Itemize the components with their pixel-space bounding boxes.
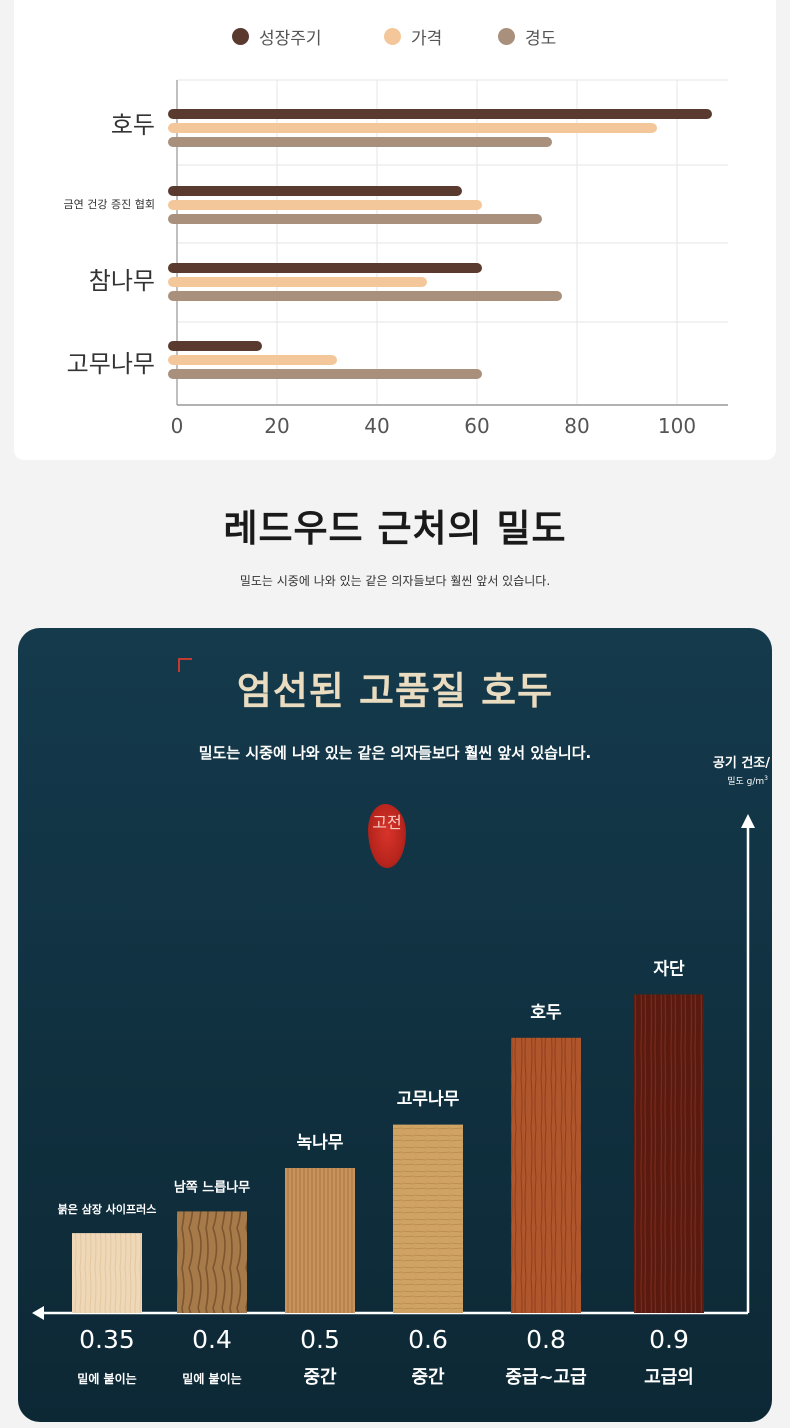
- axis-unit: 밀도 g/m3: [727, 774, 768, 787]
- x-tick-label: 20: [264, 414, 289, 438]
- bar-price: [168, 355, 337, 365]
- wood-name-label: 고무나무: [397, 1090, 460, 1110]
- axis-note: 공기 건조/: [712, 756, 770, 771]
- density-bar: [285, 1168, 355, 1313]
- legend-swatch-hardness: [498, 27, 515, 45]
- density-card-subtitle: 밀도는 시중에 나와 있는 같은 의자들보다 훨씬 앞서 있습니다.: [198, 744, 592, 762]
- wood-name-label: 호두: [530, 1003, 562, 1023]
- wood-name-label: 남쪽 느릅나무: [174, 1179, 250, 1195]
- grade-label: 밑에 붙이는: [182, 1371, 241, 1386]
- grade-label: 중급~고급: [505, 1367, 586, 1388]
- bar-hardness: [168, 291, 562, 301]
- density-bar: [177, 1211, 247, 1313]
- bar-hardness: [168, 214, 542, 224]
- legend-swatch-growth: [232, 27, 249, 45]
- density-value-label: 0.9: [649, 1325, 689, 1354]
- density-card-title: 엄선된 고품질 호두: [236, 669, 554, 713]
- bar-hardness: [168, 369, 482, 379]
- bar-growth: [168, 263, 482, 273]
- legend-label-growth: 성장주기: [259, 28, 322, 49]
- axis-unit-sup: 3: [764, 775, 768, 782]
- density-bar: [511, 1037, 581, 1313]
- grade-label: 고급의: [644, 1367, 694, 1388]
- density-card: 엄선된 고품질 호두 밀도는 시중에 나와 있는 같은 의자들보다 훨씬 앞서 …: [18, 628, 772, 1422]
- category-label: 고무나무: [67, 350, 155, 378]
- legend-label-hardness: 경도: [525, 28, 557, 49]
- legend-item-hardness: 경도: [498, 22, 556, 50]
- category-label: 참나무: [89, 267, 155, 295]
- bar-growth: [168, 341, 262, 351]
- wood-name-label: 붉은 삼장 사이프러스: [58, 1202, 157, 1216]
- grade-label: 중간: [303, 1367, 337, 1388]
- legend-item-growth: 성장주기: [232, 22, 322, 50]
- comparison-card: [14, 0, 776, 460]
- seal-stamp: 고전: [368, 804, 406, 868]
- x-axis-arrow: [32, 1306, 44, 1320]
- bar-growth: [168, 186, 462, 196]
- density-value-label: 0.8: [526, 1325, 566, 1354]
- grade-label: 밑에 붙이는: [77, 1371, 136, 1386]
- axis-unit-text: 밀도 g/m: [727, 777, 765, 787]
- seal-text: 고전: [372, 813, 402, 832]
- x-tick-label: 60: [464, 414, 489, 438]
- bar-price: [168, 123, 657, 133]
- bar-hardness: [168, 137, 552, 147]
- x-tick-label: 0: [171, 414, 184, 438]
- density-value-label: 0.4: [192, 1325, 232, 1354]
- density-bar-chart: 붉은 삼장 사이프러스 0.35 밑에 붙이는 남쪽 느릅나무 0.4 밑에 붙이는 녹나무…: [32, 814, 755, 1388]
- density-value-label: 0.35: [79, 1325, 135, 1354]
- category-label: 호두: [111, 111, 155, 139]
- legend-label-price: 가격: [411, 28, 443, 49]
- corner-bracket-mark: [178, 658, 192, 672]
- legend-swatch-price: [384, 27, 401, 45]
- grade-label: 중간: [411, 1367, 445, 1388]
- density-value-label: 0.5: [300, 1325, 340, 1354]
- wood-name-label: 녹나무: [297, 1133, 344, 1153]
- density-value-label: 0.6: [408, 1325, 448, 1354]
- bar-price: [168, 277, 427, 287]
- legend-item-price: 가격: [384, 22, 442, 50]
- density-bar: [72, 1233, 142, 1313]
- section-title: 레드우드 근처의 밀도: [223, 507, 567, 550]
- category-label: 금연 건강 증진 협회: [64, 198, 155, 211]
- density-bar: [393, 1124, 463, 1313]
- bar-price: [168, 200, 482, 210]
- density-bar: [634, 994, 704, 1313]
- x-tick-label: 40: [364, 414, 389, 438]
- y-axis-arrow: [741, 814, 755, 828]
- section-subtitle: 밀도는 시중에 나와 있는 같은 의자들보다 훨씬 앞서 있습니다.: [239, 574, 551, 588]
- chart-legend: 성장주기 가격 경도: [0, 22, 790, 52]
- wood-name-label: 자단: [653, 959, 685, 979]
- bar-growth: [168, 109, 712, 119]
- x-tick-label: 100: [658, 414, 696, 438]
- x-tick-label: 80: [564, 414, 589, 438]
